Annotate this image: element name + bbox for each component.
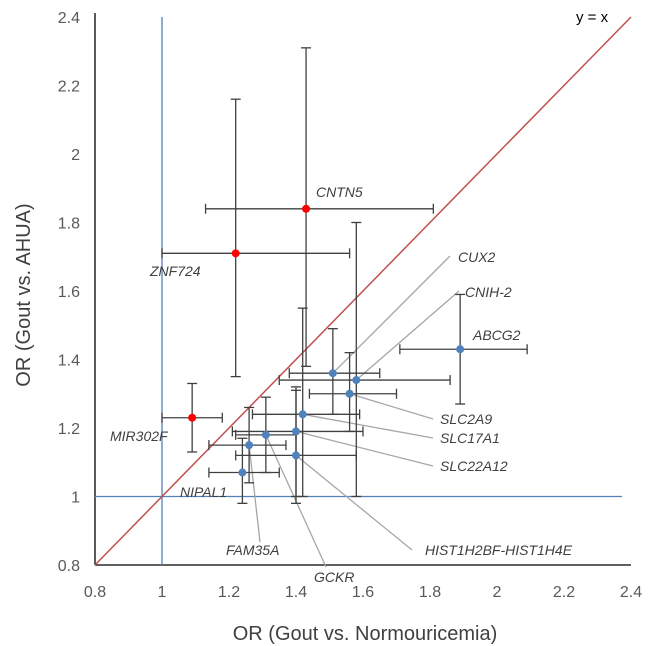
point-label-abcg2: ABCG2	[472, 327, 521, 343]
point-slc2a9	[345, 389, 354, 398]
x-tick-label: 0.8	[84, 584, 106, 601]
point-znf724	[231, 249, 240, 258]
x-axis-title: OR (Gout vs. Normouricemia)	[233, 623, 498, 645]
point-label-slc17a1: SLC17A1	[440, 430, 500, 446]
point-label-znf724: ZNF724	[149, 263, 201, 279]
point-mir302f	[188, 413, 197, 422]
point-fam35a	[245, 441, 254, 450]
leader-line-hist1h2bf-hist1h4e	[295, 454, 413, 551]
point-label-cnih-2: CNIH-2	[465, 284, 512, 300]
point-label-slc2a9: SLC2A9	[440, 411, 492, 427]
leader-line-cux2	[332, 255, 451, 374]
y-axis-title: OR (Gout vs. AHUA)	[13, 203, 35, 386]
point-label-nipal1: NIPAL1	[180, 484, 227, 500]
y-tick-label: 2.2	[58, 79, 80, 96]
point-gckr	[261, 430, 270, 439]
leader-line-fam35a	[248, 445, 261, 543]
identity-line-label: y = x	[576, 9, 609, 26]
y-tick-label: 1.8	[58, 216, 80, 233]
y-tick-label: 1	[71, 490, 80, 507]
identity-line	[94, 16, 632, 566]
point-label-cntn5: CNTN5	[316, 184, 363, 200]
x-tick-label: 1.4	[285, 584, 307, 601]
x-tick-label: 2.4	[620, 584, 642, 601]
point-label-mir302f: MIR302F	[110, 428, 169, 444]
leader-line-slc17a1	[302, 413, 434, 439]
y-tick-label: 2	[71, 147, 80, 164]
point-label-cux2: CUX2	[458, 249, 496, 265]
point-hist1h2bf-hist1h4e	[292, 451, 300, 460]
x-tick-label: 2.2	[553, 584, 575, 601]
point-label-gckr: GCKR	[314, 569, 354, 585]
x-tick-label: 1.8	[419, 584, 441, 601]
y-tick-label: 2.4	[58, 10, 80, 27]
x-tick-label: 1	[158, 584, 167, 601]
point-cnih-2	[352, 376, 361, 385]
point-label-slc22a12: SLC22A12	[440, 458, 508, 474]
leader-line-cnih-2	[355, 290, 460, 381]
y-tick-label: 1.4	[58, 353, 80, 370]
point-slc22a12	[292, 427, 300, 436]
x-tick-label: 1.6	[352, 584, 374, 601]
leader-line-slc22a12	[295, 430, 434, 467]
point-cntn5	[302, 204, 311, 213]
y-tick-label: 1.6	[58, 284, 80, 301]
point-label-fam35a: FAM35A	[226, 542, 279, 558]
point-cux2	[328, 369, 337, 378]
point-nipal1	[238, 468, 247, 477]
x-tick-label: 1.2	[218, 584, 240, 601]
y-tick-label: 0.8	[58, 558, 80, 575]
y-tick-label: 1.2	[58, 421, 80, 438]
leader-line-slc2a9	[349, 393, 434, 420]
point-slc17a1	[298, 410, 307, 419]
point-abcg2	[456, 345, 465, 354]
point-label-hist1h2bf-hist1h4e: HIST1H2BF-HIST1H4E	[425, 542, 573, 558]
x-tick-label: 2	[493, 584, 502, 601]
